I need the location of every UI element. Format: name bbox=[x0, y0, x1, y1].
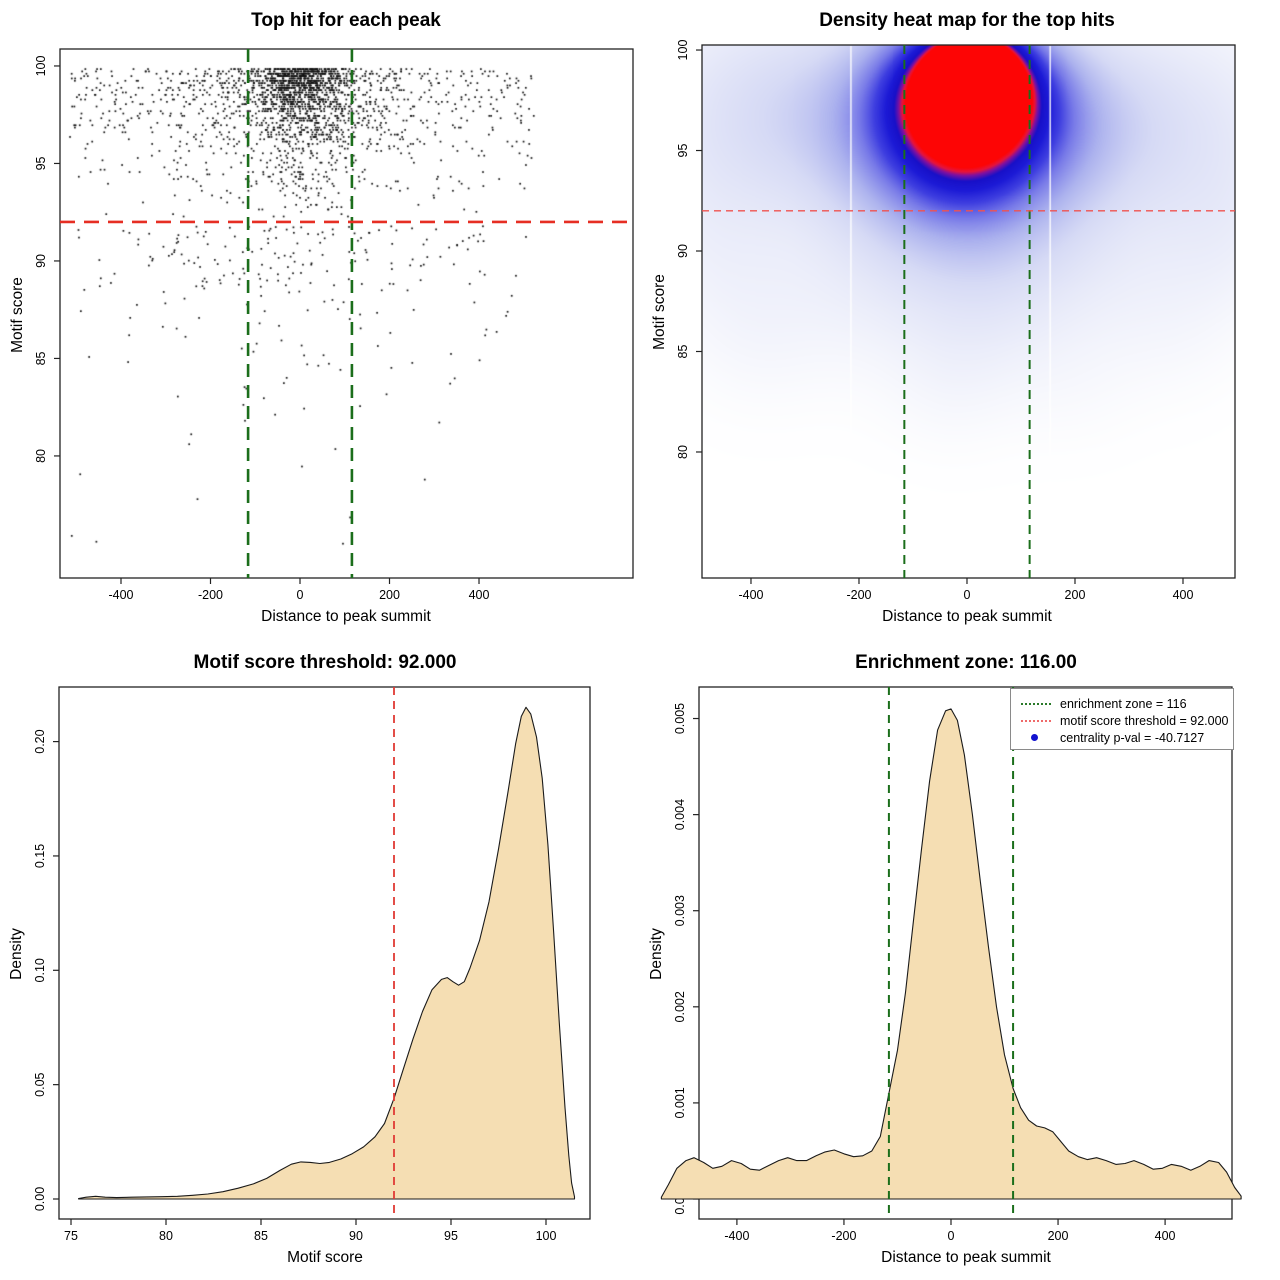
bl-x-tick-label: 80 bbox=[159, 1229, 173, 1243]
tr-x-tick-label: 0 bbox=[964, 588, 971, 602]
br-y-tick-label: 0.003 bbox=[673, 895, 687, 926]
bl-x-tick-label: 75 bbox=[64, 1229, 78, 1243]
bl-density-curve bbox=[78, 706, 576, 1200]
tr-x-tick-label: 200 bbox=[1065, 588, 1086, 602]
distance-density-title: Enrichment zone: 116.00 bbox=[855, 652, 1077, 673]
tr-y-tick-label: 90 bbox=[676, 244, 690, 258]
tr-y-tick-label: 85 bbox=[676, 344, 690, 358]
heatmap-xlabel: Distance to peak summit bbox=[882, 608, 1052, 625]
br-x-tick-label: -400 bbox=[724, 1229, 749, 1243]
tr-axes: -400 -200 0 200 400 80 85 90 95 100 bbox=[676, 40, 1236, 602]
br-x-tick-label: 400 bbox=[1155, 1229, 1176, 1243]
tl-y-tick-label: 90 bbox=[34, 254, 48, 268]
bl-axes: 75 80 85 90 95 100 0.00 0.05 0.10 0.15 0.20 bbox=[33, 686, 591, 1243]
br-x-tick-label: 0 bbox=[948, 1229, 955, 1243]
tl-x-tick-label: 0 bbox=[297, 588, 304, 602]
tr-x-tick-label: 400 bbox=[1173, 588, 1194, 602]
br-x-tick-label: 200 bbox=[1048, 1229, 1069, 1243]
tl-x-tick-label: -400 bbox=[108, 588, 133, 602]
bl-y-tick-label: 0.20 bbox=[33, 729, 47, 753]
legend-label-enrichment-zone: enrichment zone = 116 bbox=[1060, 696, 1187, 711]
bl-x-tick-label: 85 bbox=[254, 1229, 268, 1243]
blue-point-sample-icon bbox=[1031, 734, 1038, 741]
bl-x-tick-label: 100 bbox=[536, 1229, 557, 1243]
br-y-tick-label: 0.001 bbox=[673, 1087, 687, 1118]
tl-x-tick-label: 200 bbox=[379, 588, 400, 602]
tl-plot-box bbox=[59, 48, 634, 579]
bl-x-tick-label: 90 bbox=[349, 1229, 363, 1243]
br-y-tick-label: 0.005 bbox=[673, 703, 687, 734]
br-density-curve bbox=[660, 708, 1242, 1200]
bl-plot-box bbox=[58, 686, 591, 1220]
distance-density-ylabel: Density bbox=[648, 928, 665, 980]
tr-x-tick-label: -400 bbox=[738, 588, 763, 602]
tr-x-tick-label: -200 bbox=[846, 588, 871, 602]
bl-y-tick-label: 0.10 bbox=[33, 958, 47, 982]
bl-x-tick-label: 95 bbox=[444, 1229, 458, 1243]
tl-y-tick-label: 100 bbox=[34, 55, 48, 76]
tl-x-tick-label: -200 bbox=[198, 588, 223, 602]
br-y-tick-label: 0.004 bbox=[673, 799, 687, 830]
red-dotted-line-sample-icon bbox=[1021, 719, 1051, 722]
legend-row-enrichment-zone: enrichment zone = 116 bbox=[1021, 695, 1227, 712]
score-density-title: Motif score threshold: 92.000 bbox=[193, 652, 457, 673]
scatter-xlabel: Distance to peak summit bbox=[261, 608, 431, 625]
score-density-xlabel: Motif score bbox=[287, 1249, 363, 1266]
scatter-ylabel: Motif score bbox=[9, 277, 26, 353]
tr-y-tick-label: 100 bbox=[676, 40, 690, 61]
green-dotted-line-sample-icon bbox=[1021, 702, 1051, 705]
bl-y-tick-label: 0.00 bbox=[33, 1187, 47, 1211]
scatter-title: Top hit for each peak bbox=[251, 10, 441, 31]
br-y-tick-label: 0.002 bbox=[673, 991, 687, 1022]
legend-label-centrality-pval: centrality p-val = -40.7127 bbox=[1060, 730, 1205, 745]
tl-axes: -400 -200 0 200 400 80 85 90 95 100 bbox=[34, 48, 634, 602]
br-plot-box bbox=[698, 686, 1233, 1220]
tr-y-tick-label: 80 bbox=[676, 445, 690, 459]
heatmap-title: Density heat map for the top hits bbox=[819, 10, 1115, 31]
bl-y-tick-label: 0.15 bbox=[33, 844, 47, 868]
tr-plot-box bbox=[701, 44, 1236, 579]
legend: enrichment zone = 116 motif score thresh… bbox=[1010, 688, 1234, 750]
tl-y-tick-label: 95 bbox=[34, 156, 48, 170]
score-density-ylabel: Density bbox=[8, 928, 25, 980]
br-x-tick-label: -200 bbox=[831, 1229, 856, 1243]
legend-row-motif-threshold: motif score threshold = 92.000 bbox=[1021, 712, 1229, 729]
tr-y-tick-label: 95 bbox=[676, 144, 690, 158]
legend-row-centrality-pval: centrality p-val = -40.7127 bbox=[1021, 729, 1227, 746]
distance-density-xlabel: Distance to peak summit bbox=[881, 1249, 1051, 1266]
tl-y-tick-label: 85 bbox=[34, 351, 48, 365]
legend-label-motif-threshold: motif score threshold = 92.000 bbox=[1060, 713, 1229, 728]
heatmap-ylabel: Motif score bbox=[651, 274, 668, 350]
tl-x-tick-label: 400 bbox=[469, 588, 490, 602]
bl-y-tick-label: 0.05 bbox=[33, 1072, 47, 1096]
tl-y-tick-label: 80 bbox=[34, 449, 48, 463]
